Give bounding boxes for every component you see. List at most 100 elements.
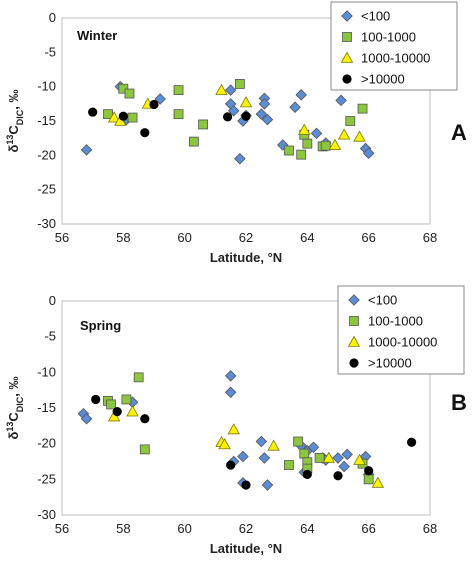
panel-a-ytick-label: -25 <box>37 182 56 197</box>
panel-a-point-square <box>345 116 356 126</box>
panel-b-xtick-label: 62 <box>239 521 253 536</box>
panel-a-ytick-label: 0 <box>49 10 56 25</box>
panel-a-point-diamond <box>154 93 166 105</box>
panel-a-xtick-label: 64 <box>300 230 314 245</box>
panel-a-ylabel: δ13CDIC, ‰ <box>5 89 25 152</box>
panel-b-point-diamond <box>307 441 320 453</box>
panel-b-point-circle <box>140 414 150 424</box>
panel-b-point-square <box>284 460 294 470</box>
panel-b-xtick-label: 58 <box>116 521 130 536</box>
panel-b-ytick-label: 0 <box>49 293 56 308</box>
panel-a-ytick-label: -30 <box>37 216 56 231</box>
panel-a-point-triangle <box>353 130 366 142</box>
panel-a-point-square <box>320 140 331 151</box>
panel-b-point-diamond <box>261 479 274 491</box>
panel-a-xtick-label: 66 <box>361 230 375 245</box>
panel-b-title: Spring <box>80 318 121 333</box>
panel-b-point-circle <box>112 406 122 417</box>
panel-b-point-diamond <box>338 460 350 473</box>
panel-a-point-circle <box>241 111 251 121</box>
panel-a-point-square <box>234 79 245 89</box>
panel-b-legend-marker-circle <box>349 358 359 368</box>
panel-a-legend-label: 1000-10000 <box>361 51 430 66</box>
panel-a-point-diamond <box>224 84 237 96</box>
panel-a-point-diamond <box>310 127 323 140</box>
panel-b-point-square <box>299 448 310 459</box>
panel-b-point-triangle <box>227 423 240 435</box>
panel-b-ytick-label: -10 <box>37 364 56 379</box>
panel-a-point-square <box>124 88 135 99</box>
panel-b-legend-label: 100-1000 <box>368 314 423 329</box>
panel-b-point-diamond <box>258 452 271 464</box>
panel-a-legend-marker-diamond <box>341 10 353 22</box>
panel-b-point-diamond <box>80 412 93 425</box>
panel-a-ytick-label: -15 <box>37 113 56 128</box>
panel-b-ytick-label: -15 <box>37 400 56 415</box>
panel-a-point-diamond <box>234 153 246 165</box>
panel-b-legend-marker-square <box>349 316 359 326</box>
panel-b-point-square <box>314 453 325 463</box>
panel-b-legend-label: >10000 <box>368 356 412 371</box>
panel-a-xtick-label: 62 <box>239 230 253 245</box>
panel-a-label: A <box>451 120 467 145</box>
panel-b-ytick-label: -25 <box>37 471 56 486</box>
panel-a-point-circle <box>88 107 98 117</box>
panel-a-xtick-label: 68 <box>423 230 437 245</box>
panel-b-point-square <box>133 372 144 383</box>
panel-b-legend-marker-diamond <box>348 294 360 306</box>
panel-b-point-square <box>139 444 150 455</box>
panel-a-ytick-label: -5 <box>44 44 56 59</box>
panel-b-point-square <box>121 394 132 405</box>
panel-b-xlabel: Latitude, °N <box>210 541 282 556</box>
panel-b-xtick-label: 66 <box>361 521 375 536</box>
panel-b-point-circle <box>302 469 312 479</box>
panel-b-ytick-label: -30 <box>37 507 56 522</box>
panel-a-point-triangle <box>298 123 311 135</box>
panel-b-legend: <100 100-1000 1000-10000 >10000 <box>337 285 465 375</box>
panel-a-point-square <box>188 136 199 147</box>
panel-a-point-square <box>302 138 313 149</box>
panel-b-xtick-label: 64 <box>300 521 314 536</box>
panel-a-point-diamond <box>335 94 347 107</box>
panel-a-point-square <box>284 145 294 156</box>
panel-a-point-diamond <box>258 98 271 110</box>
panel-a-point-diamond <box>255 108 268 120</box>
panel-a-ytick-label: -20 <box>37 147 56 162</box>
panel-b-point-triangle <box>353 453 366 465</box>
panel-a-point-diamond <box>80 144 93 156</box>
panel-a-legend-marker-triangle <box>340 51 354 63</box>
panel-a-point-square <box>296 149 307 160</box>
panel-a-legend-label: >10000 <box>361 72 405 87</box>
panel-b-label: B <box>451 390 467 415</box>
panel-b-xtick-label: 68 <box>423 521 437 536</box>
panel-b-point-circle <box>91 394 101 405</box>
panel-b-point-diamond <box>332 452 344 464</box>
panel-a-point-triangle <box>239 96 253 108</box>
panel-b-xtick-label: 56 <box>55 521 69 536</box>
panel-b-xtick-label: 60 <box>177 521 191 536</box>
panel-a-points <box>80 79 375 165</box>
panel-b-point-triangle <box>267 439 280 451</box>
panel-a-point-diamond <box>362 147 375 160</box>
panel-b-point-triangle <box>218 438 231 450</box>
panel-b-point-triangle <box>126 405 139 417</box>
panel-b-ylabel: δ13CDIC, ‰ <box>5 376 25 439</box>
panel-a-point-circle <box>140 128 150 138</box>
panel-b-point-square <box>293 436 304 447</box>
panel-a-point-square <box>103 109 113 120</box>
panel-b-point-triangle <box>371 476 385 488</box>
panel-a-title: Winter <box>77 28 117 43</box>
panel-b-point-circle <box>226 460 236 470</box>
panel-b-legend-label: 1000-10000 <box>368 335 437 350</box>
panel-a-legend: <100 100-1000 1000-10000 >10000 <box>330 1 458 91</box>
panel-b-ytick-label: -5 <box>44 329 56 344</box>
panel-b-point-circle <box>241 480 251 490</box>
panel-a-point-circle <box>149 99 159 110</box>
panel-b-point-circle <box>364 466 374 476</box>
panel-a-xtick-label: 56 <box>55 230 69 245</box>
